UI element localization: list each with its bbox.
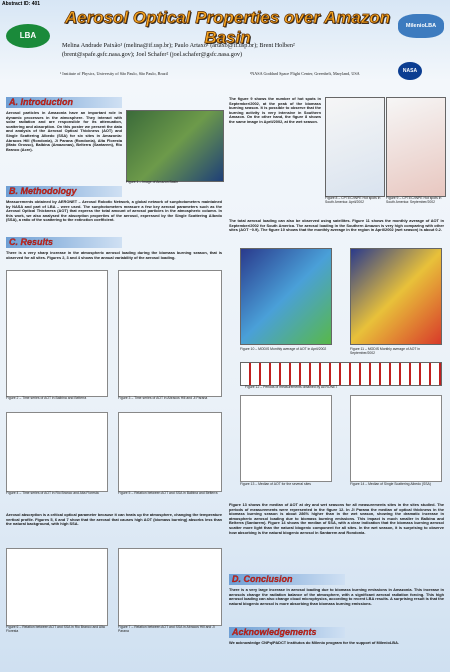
section-heading: B. Methodology	[6, 186, 122, 197]
figure-chart	[6, 412, 108, 492]
paragraph: There is a very sharp increase in the at…	[6, 250, 222, 260]
authors: Melina Andrade Paixão¹ (melina@if.usp.br…	[62, 41, 402, 59]
logo-lba: LBA	[6, 24, 50, 48]
abstract-id: Abstract ID: 401	[2, 1, 41, 7]
paragraph: We acknowledge CNPq/PADCT Institutos do …	[229, 640, 399, 645]
paragraph: Aerosol absorption is a critical optical…	[6, 512, 222, 527]
caption: Figure 2 – Time series of AOT in Balbina…	[6, 396, 87, 400]
caption: Figure 9 – CPTEC/INPE Hot spots in South…	[386, 196, 442, 204]
caption: Figure 5 – Relation between AOT and SSA …	[118, 491, 218, 495]
figure-chart	[350, 395, 442, 482]
figure-chart	[118, 548, 222, 626]
figure-chart	[6, 270, 108, 397]
section-heading: A. Introduction	[6, 97, 122, 108]
paragraph: Aerosol particles in Amazonia have an im…	[6, 110, 122, 152]
caption: Figure 1 – Image of Amazon Basin	[126, 180, 179, 184]
section-heading: C. Results	[6, 237, 122, 248]
caption: Figure 3 – Time series of AOT in Abracos…	[118, 396, 208, 400]
figure-chart	[118, 270, 222, 397]
figure-chart	[240, 395, 332, 482]
paragraph: The total aerosol loading can also be ob…	[229, 218, 444, 233]
paragraph: Figure 13 shows the median of AOT at dry…	[229, 502, 444, 535]
figure-map	[325, 97, 385, 197]
caption: Figure 14 – Median of Single Scattering …	[350, 482, 431, 486]
logo-nasa: NASA	[398, 62, 422, 80]
authors-line: (brent@spafe.gsfc.nasa.gov); Joel Schafe…	[62, 51, 243, 58]
caption: Figure 6 – Relation between AOT and SSA …	[6, 625, 105, 633]
poster-title: Aerosol Optical Properties over Amazon B…	[64, 8, 391, 48]
caption: Figure 12 – Periods of measurements obta…	[245, 385, 338, 389]
figure-map	[240, 248, 332, 345]
affiliation: ¹ Institute of Physics, University of Sã…	[60, 71, 168, 76]
caption: Figure 13 – Median of AOT for the severa…	[240, 482, 311, 486]
caption: Figure 10 – MODIS Monthly average of AOT…	[240, 347, 327, 351]
paragraph: The figure 9 shows the number of hot spo…	[229, 96, 321, 124]
affiliation: ²NASA Goddard Space Flight Center, Green…	[250, 71, 360, 76]
caption: Figure 8 – CPTEC/INPE Hot spots in South…	[325, 196, 381, 204]
paragraph: There is a very large increase in aeroso…	[229, 587, 444, 606]
figure-map	[386, 97, 446, 197]
figure-table	[240, 362, 442, 386]
section-heading: D. Conclusion	[229, 574, 345, 585]
caption: Figure 7 – Relation between AOT and SSA …	[118, 625, 215, 633]
figure-chart	[118, 412, 222, 492]
caption: Figure 11 – MODIS Monthly average of AOT…	[350, 347, 420, 355]
caption: Figure 4 – Time series of AOT in Rio Bra…	[6, 491, 99, 495]
logo-milenio: MilenioLBA	[398, 14, 444, 38]
figure-map	[126, 110, 224, 182]
authors-line: Melina Andrade Paixão¹ (melina@if.usp.br…	[62, 42, 295, 49]
figure-chart	[6, 548, 108, 626]
figure-map	[350, 248, 442, 345]
section-heading: Acknowledgements	[229, 627, 345, 638]
paragraph: Measurements obtained by AERONET – Aeros…	[6, 199, 222, 223]
